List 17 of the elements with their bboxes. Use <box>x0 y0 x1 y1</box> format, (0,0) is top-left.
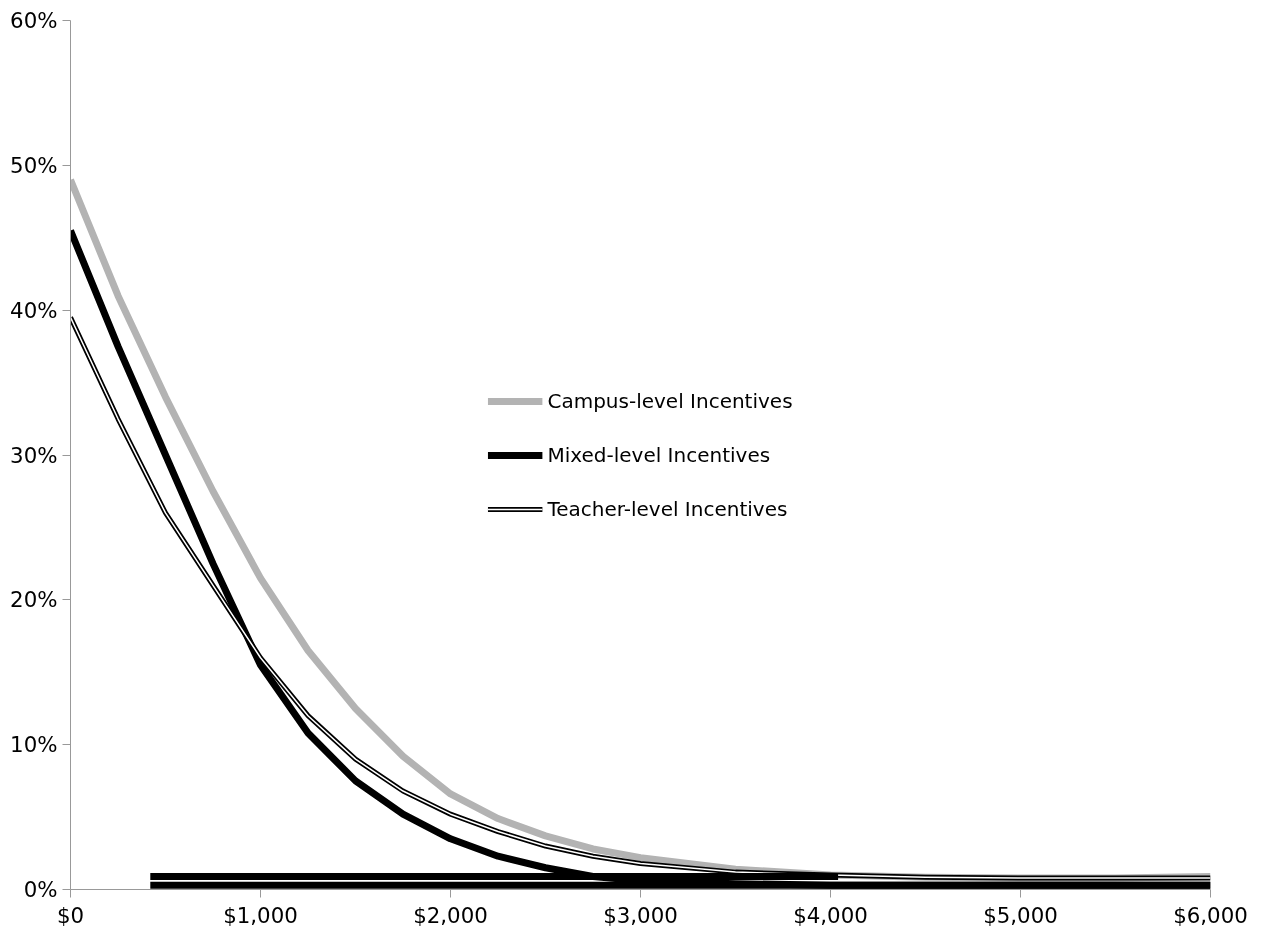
y-tick-label: 10% <box>10 732 58 758</box>
y-tick-label: 30% <box>10 442 58 468</box>
legend-label: Teacher-level Incentives <box>547 496 788 521</box>
legend-label: Mixed-level Incentives <box>547 442 771 467</box>
x-tick-label: $4,000 <box>793 902 868 928</box>
y-tick-label: 60% <box>10 8 58 33</box>
y-tick-label: 50% <box>10 152 58 178</box>
legend-label: Campus-level Incentives <box>547 388 793 413</box>
x-tick-label: $1,000 <box>223 902 298 928</box>
y-tick-label: 0% <box>23 877 58 902</box>
x-tick-label: $3,000 <box>603 902 678 928</box>
x-tick-label: $2,000 <box>413 902 488 928</box>
x-tick-label: $6,000 <box>1173 902 1248 928</box>
y-tick-label: 40% <box>10 297 58 323</box>
x-tick-label: $0 <box>56 902 85 928</box>
x-tick-label: $5,000 <box>983 902 1058 928</box>
y-tick-label: 20% <box>10 587 58 613</box>
